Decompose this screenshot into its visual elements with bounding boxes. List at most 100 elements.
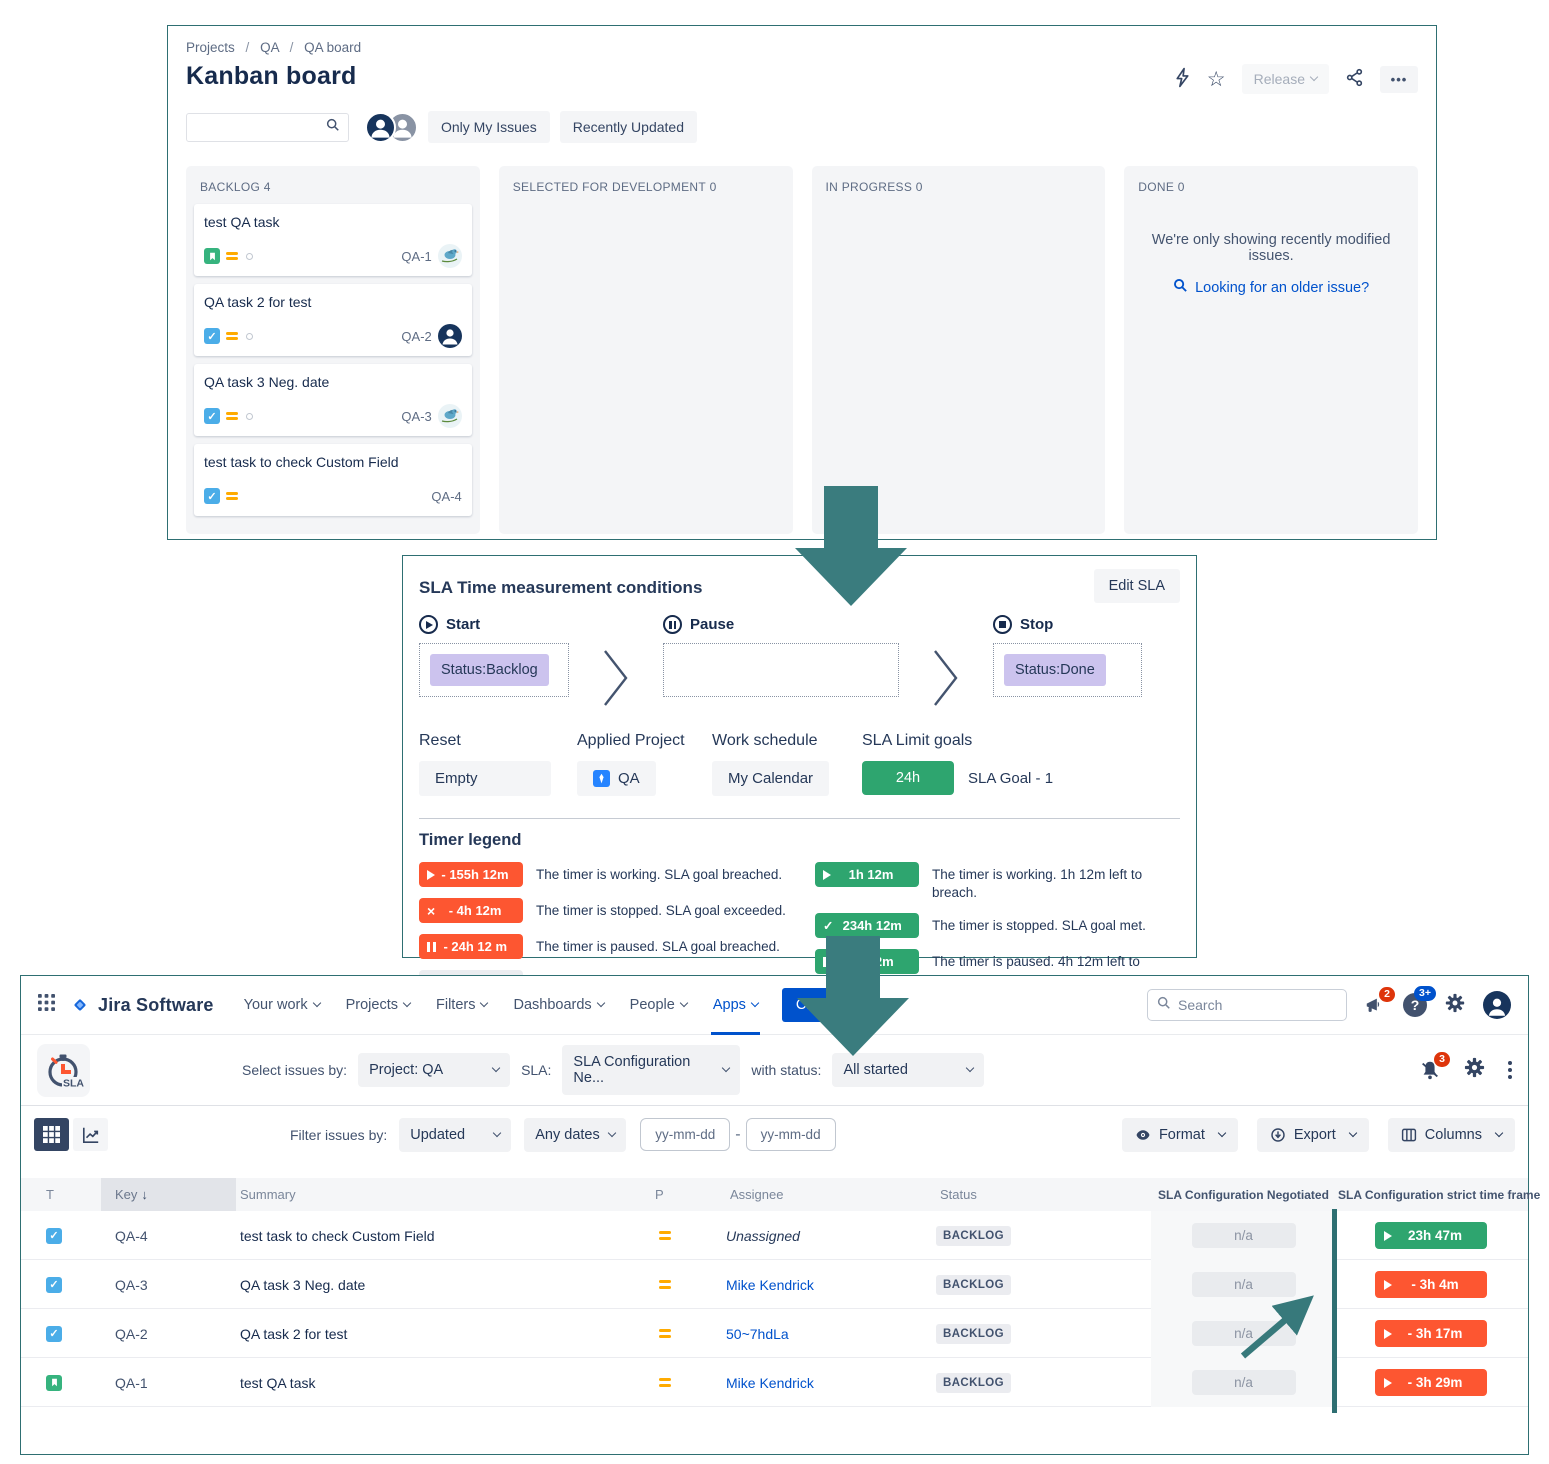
more-menu-icon[interactable]	[1508, 1061, 1512, 1079]
bird-avatar[interactable]	[437, 404, 462, 428]
issue-summary[interactable]: test QA task	[240, 1374, 316, 1391]
with-status-label: with status:	[751, 1062, 822, 1078]
export-button[interactable]: Export	[1256, 1117, 1369, 1152]
format-button[interactable]: Format	[1121, 1117, 1238, 1152]
issue-summary[interactable]: test task to check Custom Field	[240, 1227, 435, 1244]
board-search-input[interactable]	[195, 119, 326, 135]
jira-app-panel: Jira Software Your work Projects Filters…	[20, 975, 1541, 1455]
col-priority[interactable]: P	[655, 1187, 664, 1202]
columns-icon	[1401, 1128, 1416, 1141]
stop-condition-box[interactable]: Status:Done	[993, 643, 1142, 697]
date-range-select[interactable]: Any dates	[524, 1117, 627, 1152]
person-avatar[interactable]	[437, 324, 462, 348]
nav-apps[interactable]: Apps	[711, 976, 760, 1035]
stop-label: Stop	[1020, 616, 1054, 633]
app-switcher-icon[interactable]	[38, 994, 55, 1016]
chevron-down-icon	[679, 998, 689, 1008]
start-status-chip[interactable]: Status:Backlog	[430, 654, 549, 686]
sla-notifications-button[interactable]: 3	[1419, 1052, 1450, 1081]
col-key-sorted[interactable]: Key ↓	[101, 1178, 236, 1211]
date-from-input[interactable]	[640, 1118, 731, 1151]
breadcrumb-qa-board[interactable]: QA board	[304, 40, 362, 55]
date-to-input[interactable]	[745, 1118, 836, 1151]
release-button[interactable]: Release	[1241, 64, 1329, 94]
issue-key[interactable]: QA-1	[115, 1374, 148, 1391]
help-button[interactable]: ? 3+	[1403, 986, 1436, 1017]
col-status[interactable]: Status	[940, 1187, 977, 1202]
assignee-link[interactable]: Mike Kendrick	[726, 1374, 814, 1391]
chart-view-button[interactable]	[73, 1118, 108, 1151]
assignee-link[interactable]: Mike Kendrick	[726, 1276, 814, 1293]
table-view-button[interactable]	[34, 1118, 69, 1151]
sla-timer-chip: 23h 47m	[1375, 1222, 1487, 1249]
sla-timer-chip: - 3h 29m	[1375, 1369, 1487, 1396]
card-qa-2[interactable]: QA task 2 for test ✓ QA-2	[194, 284, 472, 356]
avatar-user-1[interactable]	[365, 111, 396, 143]
eye-icon	[1136, 1129, 1150, 1140]
project-select[interactable]: Project: QA	[358, 1053, 511, 1087]
issue-summary[interactable]: QA task 2 for test	[240, 1325, 348, 1342]
priority-medium-icon	[226, 491, 238, 501]
filter-field-select[interactable]: Updated	[399, 1117, 512, 1152]
nav-your-work[interactable]: Your work	[242, 976, 322, 1035]
only-my-issues-button[interactable]: Only My Issues	[428, 111, 550, 143]
card-qa-3[interactable]: QA task 3 Neg. date ✓ QA-3	[194, 364, 472, 436]
stop-status-chip[interactable]: Status:Done	[1004, 654, 1106, 686]
col-assignee[interactable]: Assignee	[730, 1187, 784, 1202]
col-sla-negotiated[interactable]: SLA Configuration Negotiated	[1158, 1187, 1329, 1202]
breadcrumb-projects[interactable]: Projects	[186, 40, 235, 55]
global-search-input[interactable]	[1178, 997, 1337, 1013]
automation-lightning-button[interactable]	[1174, 67, 1191, 91]
older-issue-link[interactable]: Looking for an older issue?	[1132, 278, 1410, 297]
stop-condition-group: Stop Status:Done	[993, 615, 1142, 697]
pause-condition-box[interactable]	[663, 643, 899, 697]
sla-app-logo[interactable]: SLA	[37, 1043, 90, 1097]
recently-updated-button[interactable]: Recently Updated	[559, 111, 697, 143]
chevron-down-icon	[1494, 1128, 1504, 1137]
settings-gear-icon[interactable]	[1444, 992, 1466, 1019]
table-row-qa-4[interactable]: ✓ QA-4 test task to check Custom Field U…	[21, 1211, 1528, 1260]
jira-logo[interactable]: Jira Software	[69, 994, 214, 1016]
share-button[interactable]	[1345, 68, 1364, 90]
search-icon	[1157, 996, 1171, 1015]
status-select[interactable]: All started	[832, 1053, 985, 1087]
col-type[interactable]: T	[46, 1187, 54, 1202]
announcements-button[interactable]: 2	[1364, 987, 1395, 1016]
issue-key[interactable]: QA-3	[115, 1276, 148, 1293]
issue-summary[interactable]: QA task 3 Neg. date	[240, 1276, 366, 1293]
sla-config-select[interactable]: SLA Configuration Ne...	[562, 1045, 741, 1095]
table-row-qa-1[interactable]: QA-1 test QA task Mike Kendrick BACKLOG …	[21, 1358, 1528, 1407]
chevron-down-icon	[480, 998, 489, 1008]
breadcrumb-qa[interactable]: QA	[260, 40, 279, 55]
sla-toolbar: SLA Select issues by: Project: QA SLA: S…	[21, 1035, 1528, 1106]
nav-people[interactable]: People	[628, 976, 689, 1035]
user-avatar[interactable]	[1483, 991, 1511, 1019]
card-qa-1[interactable]: test QA task QA-1	[194, 204, 472, 276]
sla-na-chip: n/a	[1191, 1223, 1296, 1248]
bird-avatar[interactable]	[437, 244, 462, 268]
star-favorite-button[interactable]: ☆	[1207, 69, 1226, 90]
story-type-icon	[204, 248, 220, 264]
nav-projects[interactable]: Projects	[344, 976, 412, 1035]
more-options-button[interactable]: •••	[1380, 65, 1418, 93]
x-icon: ×	[427, 902, 436, 919]
issue-key[interactable]: QA-2	[115, 1325, 148, 1342]
work-schedule-value[interactable]: My Calendar	[712, 761, 830, 796]
estimate-dot-icon	[246, 332, 253, 340]
play-icon	[427, 869, 435, 880]
table-row-qa-3[interactable]: ✓ QA-3 QA task 3 Neg. date Mike Kendrick…	[21, 1260, 1528, 1309]
nav-filters[interactable]: Filters	[434, 976, 489, 1035]
col-sla-strict[interactable]: SLA Configuration strict time frame	[1338, 1187, 1541, 1202]
start-condition-box[interactable]: Status:Backlog	[419, 643, 569, 697]
edit-sla-button[interactable]: Edit SLA	[1093, 569, 1180, 603]
issue-key[interactable]: QA-4	[115, 1227, 148, 1244]
column-header: DONE 0	[1132, 176, 1410, 204]
sla-na-chip: n/a	[1191, 1370, 1296, 1395]
col-summary[interactable]: Summary	[240, 1187, 296, 1202]
columns-button[interactable]: Columns	[1387, 1117, 1515, 1152]
card-qa-4[interactable]: test task to check Custom Field ✓ QA-4	[194, 444, 472, 516]
sla-settings-gear-icon[interactable]	[1463, 1056, 1486, 1084]
assignee-link[interactable]: 50~7hdLa	[726, 1325, 789, 1342]
reset-label: Reset	[419, 732, 461, 749]
nav-dashboards[interactable]: Dashboards	[511, 976, 605, 1035]
